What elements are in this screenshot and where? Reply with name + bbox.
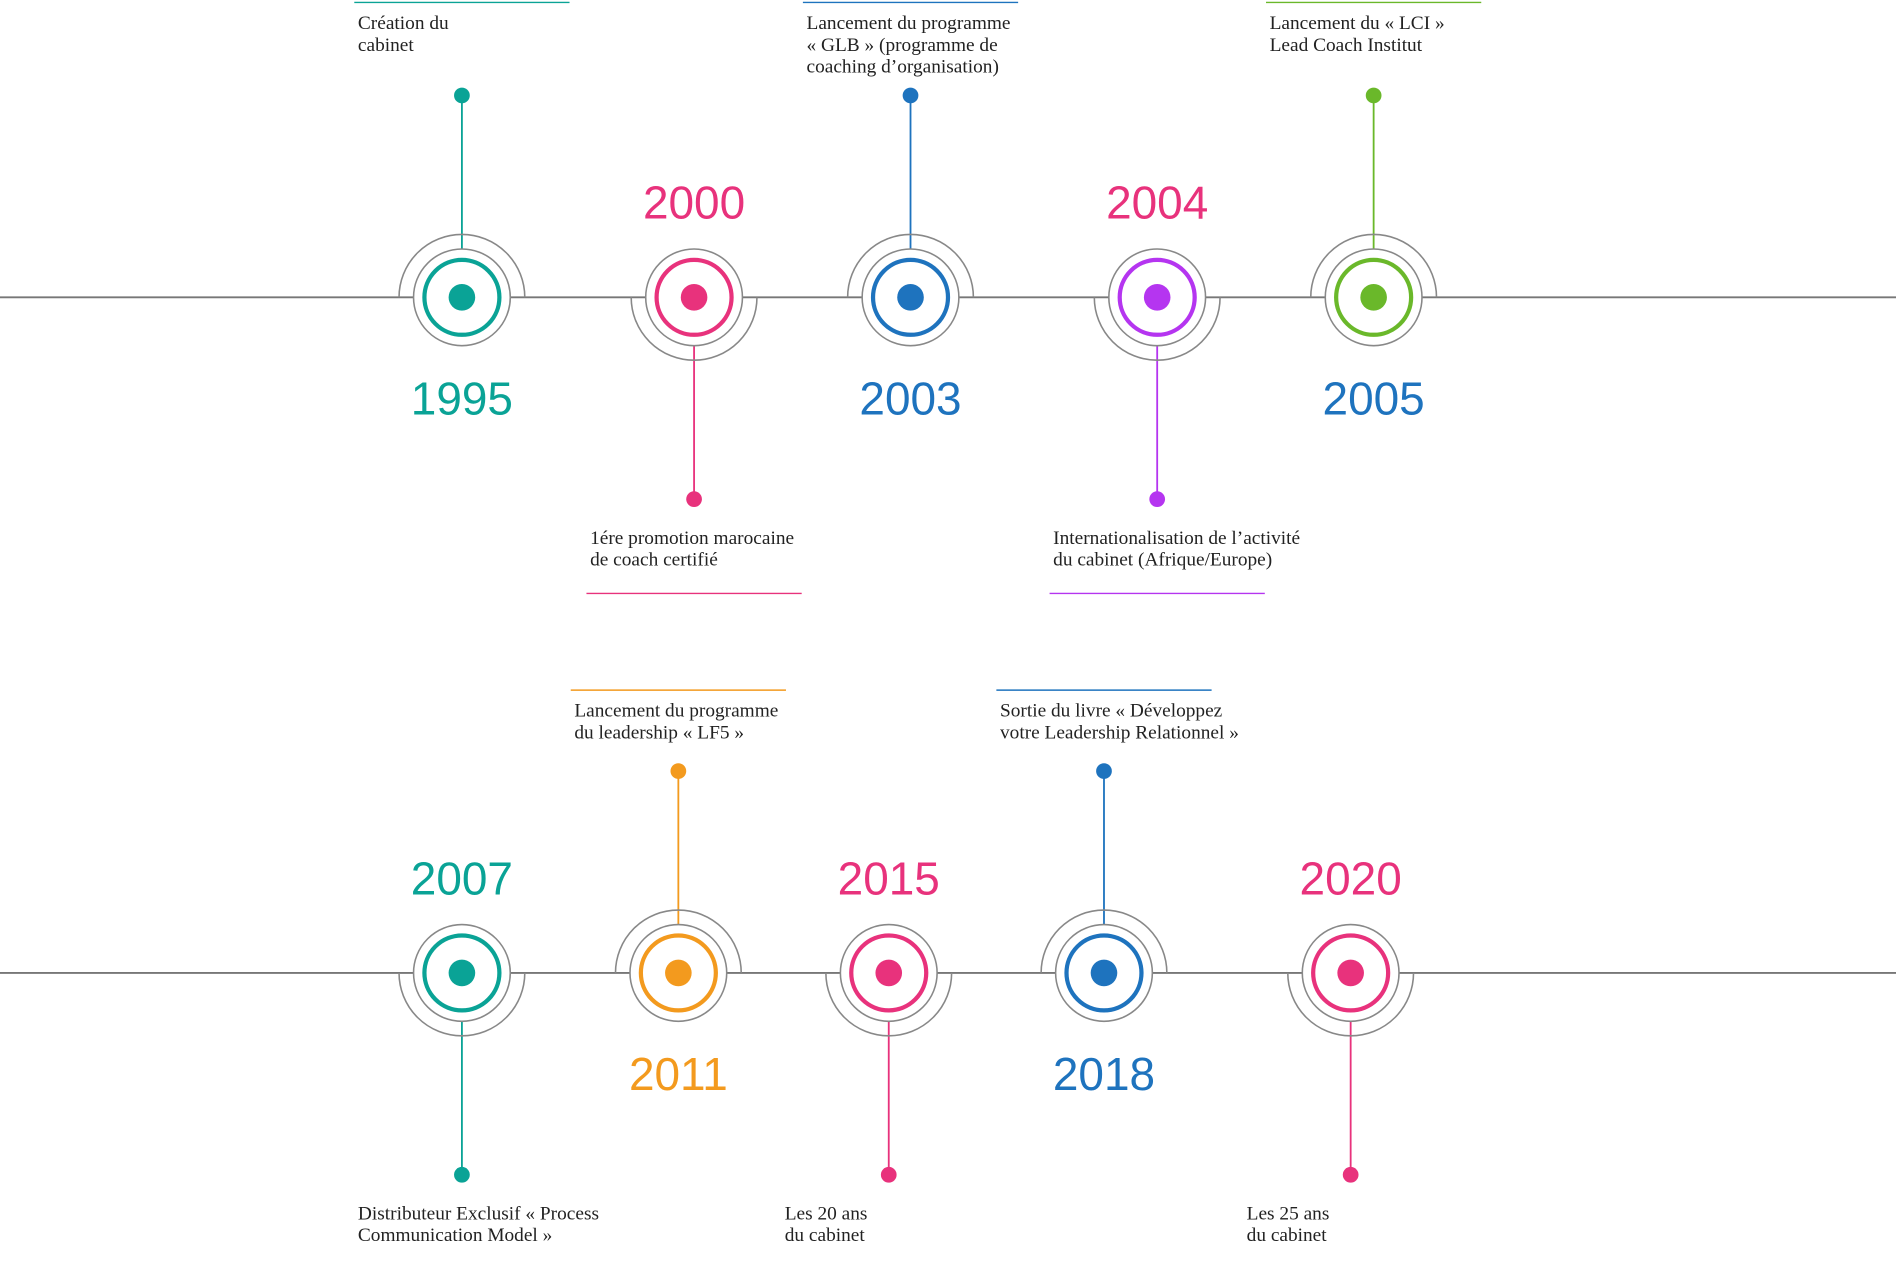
outer-arc xyxy=(398,233,526,298)
label-line: Les 20 ans xyxy=(785,1203,868,1224)
year: 2000 xyxy=(643,177,745,229)
stem-dot xyxy=(1096,763,1112,779)
timeline-event: 2007 Distributeur Exclusif « Process Commu… xyxy=(358,852,599,1246)
year: 2015 xyxy=(838,852,940,904)
event-label: Les 25 ans du cabinet xyxy=(1247,1203,1330,1246)
center-dot xyxy=(680,284,708,311)
stem-dot xyxy=(1365,87,1382,104)
timeline-event: 2004 Internationalisation de l’activité du… xyxy=(1049,177,1300,595)
label-line: Communication Model » xyxy=(358,1225,552,1246)
year: 2020 xyxy=(1300,852,1402,904)
label-line: Lancement du programme xyxy=(574,701,778,722)
label-line: 1ére promotion marocaine xyxy=(590,528,794,549)
outer-arc xyxy=(1309,233,1438,298)
timeline-event: 1995 Création du cabinet xyxy=(354,1,570,425)
outer-arc xyxy=(614,909,743,973)
outer-arc xyxy=(1040,909,1168,973)
center-dot xyxy=(875,959,903,987)
label-line: Internationalisation de l’activité xyxy=(1053,528,1300,549)
timeline-event: 2020 Les 25 ans du cabinet xyxy=(1247,852,1415,1246)
label-line: du cabinet (Afrique/Europe) xyxy=(1053,550,1272,571)
stem-dot xyxy=(880,1166,897,1183)
event-label: Lancement du « LCI » Lead Coach Institut xyxy=(1270,13,1445,56)
center-dot xyxy=(448,284,476,311)
stem-dot xyxy=(686,491,702,508)
label-line: Les 25 ans xyxy=(1247,1203,1330,1224)
center-dot xyxy=(897,284,924,311)
center-dot xyxy=(1337,959,1364,987)
outer-arc xyxy=(398,972,526,1037)
outer-arc xyxy=(846,233,975,298)
event-label: Lancement du programme « GLB » (programme… xyxy=(807,13,1011,78)
timeline-event: 2018 Sortie du livre « Développez votre Le… xyxy=(996,689,1239,1100)
timeline-event: 2000 1ére promotion marocaine de coach cer… xyxy=(586,177,802,595)
stem-dot xyxy=(454,1166,470,1183)
label-line: coaching d’organisation) xyxy=(807,57,999,78)
center-dot xyxy=(1143,284,1171,311)
stem-dot xyxy=(902,87,919,104)
center-dot xyxy=(1360,284,1387,311)
label-line: Sortie du livre « Développez xyxy=(1000,701,1223,722)
event-label: Internationalisation de l’activité du cab… xyxy=(1053,528,1300,571)
event-label: 1ére promotion marocaine de coach certifi… xyxy=(590,528,794,571)
timeline-event: 2011 Lancement du programme du leadership … xyxy=(570,689,786,1100)
event-label: Création du cabinet xyxy=(358,13,449,56)
timeline-event: 2015 Les 20 ans du cabinet xyxy=(785,852,953,1246)
label-line: du cabinet xyxy=(785,1225,866,1246)
label-line: Distributeur Exclusif « Process xyxy=(358,1203,599,1224)
center-dot xyxy=(1090,959,1118,987)
label-line: de coach certifié xyxy=(590,550,718,571)
stem-dot xyxy=(1149,491,1166,508)
year: 2011 xyxy=(629,1048,728,1100)
year: 2007 xyxy=(411,852,513,904)
event-label: Lancement du programme du leadership « LF… xyxy=(574,701,778,744)
label-line: Lead Coach Institut xyxy=(1270,35,1423,56)
event-label: Distributeur Exclusif « Process Communica… xyxy=(358,1203,599,1246)
stem-dot xyxy=(454,87,470,104)
center-dot xyxy=(448,959,476,987)
year: 2003 xyxy=(859,373,961,425)
outer-arc xyxy=(1093,297,1221,361)
label-line: du cabinet xyxy=(1247,1225,1328,1246)
event-label: Les 20 ans du cabinet xyxy=(785,1203,868,1246)
timeline-event: 2003 Lancement du programme « GLB » (progr… xyxy=(802,1,1019,425)
year: 2005 xyxy=(1323,373,1425,425)
label-line: « GLB » (programme de xyxy=(807,35,998,56)
event-label: Sortie du livre « Développez votre Leader… xyxy=(1000,701,1239,744)
label-line: votre Leadership Relationnel » xyxy=(1000,722,1239,743)
label-line: Lancement du « LCI » xyxy=(1270,13,1445,34)
stem-dot xyxy=(670,763,687,779)
outer-arc xyxy=(825,972,953,1037)
year: 1995 xyxy=(411,373,513,425)
label-line: Création du xyxy=(358,13,449,34)
label-line: cabinet xyxy=(358,35,414,56)
year: 2018 xyxy=(1053,1048,1155,1100)
year: 2004 xyxy=(1106,177,1208,229)
center-dot xyxy=(665,959,692,987)
stem-dot xyxy=(1342,1166,1359,1183)
outer-arc xyxy=(1286,972,1415,1037)
outer-arc xyxy=(630,297,758,361)
label-line: Lancement du programme xyxy=(807,13,1011,34)
label-line: du leadership « LF5 » xyxy=(574,722,744,743)
timeline-event: 2005 Lancement du « LCI » Lead Coach Insti… xyxy=(1266,1,1482,425)
